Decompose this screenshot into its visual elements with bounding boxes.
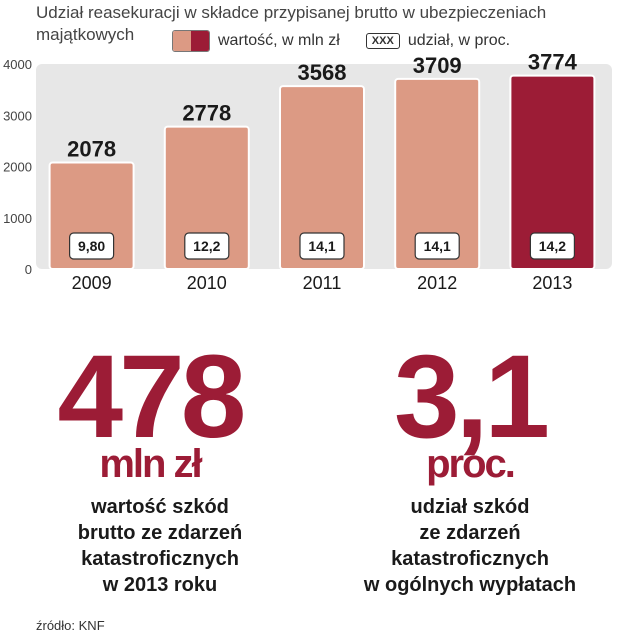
bar-value-label: 3568: [298, 60, 347, 85]
bar: [509, 74, 596, 270]
legend-swatch-value: [172, 30, 210, 52]
y-tick-label: 0: [25, 262, 32, 277]
stat-1-line-3: katastroficznych: [81, 548, 239, 570]
stat-2-unit: proc.: [426, 442, 516, 486]
share-label: 9,80: [78, 238, 105, 254]
stat-2-line-3: katastroficznych: [391, 548, 549, 570]
source-note: źródło: KNF: [36, 618, 105, 633]
share-box: [299, 232, 345, 260]
share-label: 14,1: [308, 238, 335, 254]
legend-label-share: udział, w proc.: [407, 32, 511, 49]
bar-value-label: 2778: [182, 101, 231, 126]
y-tick-label: 1000: [3, 211, 32, 226]
bar-value-label: 2078: [67, 137, 116, 162]
stat-1-description: wartość szkód brutto ze zdarzeń katastro…: [10, 494, 310, 598]
chart-title: Udział reasekuracji w składce przypisane…: [36, 3, 547, 44]
stat-2-line-1: udział szkód: [410, 496, 530, 518]
stat-2-value: 3,1: [393, 331, 550, 463]
stat-1-unit: mln zł: [99, 442, 202, 486]
bar-value-label: 3709: [413, 53, 462, 78]
share-box: [529, 232, 576, 260]
y-tick-label: 4000: [3, 57, 32, 72]
bar: [394, 77, 481, 270]
share-label: 14,2: [539, 238, 566, 254]
bar: [279, 85, 365, 270]
share-label: 12,2: [193, 238, 220, 254]
share-box: [414, 232, 460, 260]
share-label: 14,1: [424, 238, 451, 254]
share-box: [184, 232, 230, 260]
x-tick-label: 2012: [417, 273, 457, 293]
bar-chart: 0 1000 2000 3000 4000 2078 9,80 2009 2778 12,2 201…: [3, 50, 612, 293]
y-tick-label: 2000: [3, 160, 32, 175]
legend-share-box: XXX: [365, 33, 400, 49]
stat-1-line-2: brutto ze zdarzeń: [77, 522, 243, 544]
bar-value-label: 3774: [528, 50, 578, 75]
stat-1-line-4: w 2013 roku: [102, 574, 218, 596]
y-tick-label: 3000: [3, 108, 32, 123]
x-tick-label: 2009: [72, 273, 112, 293]
legend-swatch-light: [173, 31, 191, 51]
x-tick-label: 2011: [303, 273, 342, 293]
x-tick-label: 2010: [187, 273, 227, 293]
stat-2-description: udział szkód ze zdarzeń katastroficznych…: [320, 494, 620, 598]
bar: [163, 125, 250, 270]
legend-label-value: wartość, w mln zł: [218, 32, 340, 49]
share-box: [68, 232, 115, 260]
stat-2-line-2: ze zdarzeń: [419, 522, 521, 544]
x-tick-label: 2013: [532, 273, 572, 293]
stat-1-line-1: wartość szkód: [91, 496, 229, 518]
legend-swatch-dark: [191, 31, 209, 51]
stat-2-line-4: w ogólnych wypłatach: [363, 574, 577, 596]
legend: wartość, w mln zł XXX udział, w proc.: [172, 30, 510, 52]
stat-1-value: 478: [57, 331, 247, 463]
